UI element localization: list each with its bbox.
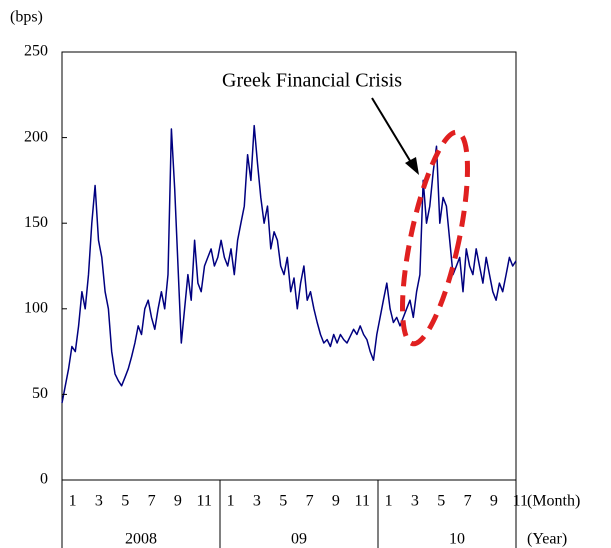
y-tick-label: 100 <box>24 299 48 316</box>
month-label: 11 <box>197 493 212 510</box>
month-label: 7 <box>306 493 314 510</box>
month-label: 7 <box>148 493 156 510</box>
month-label: 7 <box>464 493 472 510</box>
year-label: 2008 <box>125 531 157 548</box>
y-tick-label: 50 <box>32 385 48 402</box>
plot-frame <box>61 51 517 481</box>
year-axis-label: (Year) <box>527 531 567 548</box>
month-label: 5 <box>121 493 129 510</box>
month-label: 5 <box>279 493 287 510</box>
month-label: 11 <box>513 493 528 510</box>
month-label: 3 <box>411 493 419 510</box>
annotation-arrow <box>371 97 413 165</box>
arrow-head <box>405 157 419 175</box>
year-label: 10 <box>449 531 465 548</box>
plot <box>61 124 517 404</box>
month-label: 1 <box>227 493 235 510</box>
y-axis-label: (bps) <box>10 9 43 26</box>
data-line <box>61 124 517 404</box>
year-label: 09 <box>291 531 307 548</box>
month-label: 9 <box>490 493 498 510</box>
month-label: 3 <box>95 493 103 510</box>
y-tick-label: 200 <box>24 128 48 145</box>
month-label: 1 <box>69 493 77 510</box>
y-tick-label: 250 <box>24 43 48 60</box>
y-tick-label: 0 <box>40 471 48 488</box>
month-label: 9 <box>332 493 340 510</box>
y-tick-label: 150 <box>24 214 48 231</box>
month-label: 3 <box>253 493 261 510</box>
month-label: 9 <box>174 493 182 510</box>
annotation: Greek Financial Crisis <box>222 70 402 92</box>
x-axis-label: (Month) <box>527 493 580 510</box>
month-label: 1 <box>385 493 393 510</box>
month-label: 5 <box>437 493 445 510</box>
highlight-ellipse <box>400 129 470 347</box>
month-label: 11 <box>355 493 370 510</box>
